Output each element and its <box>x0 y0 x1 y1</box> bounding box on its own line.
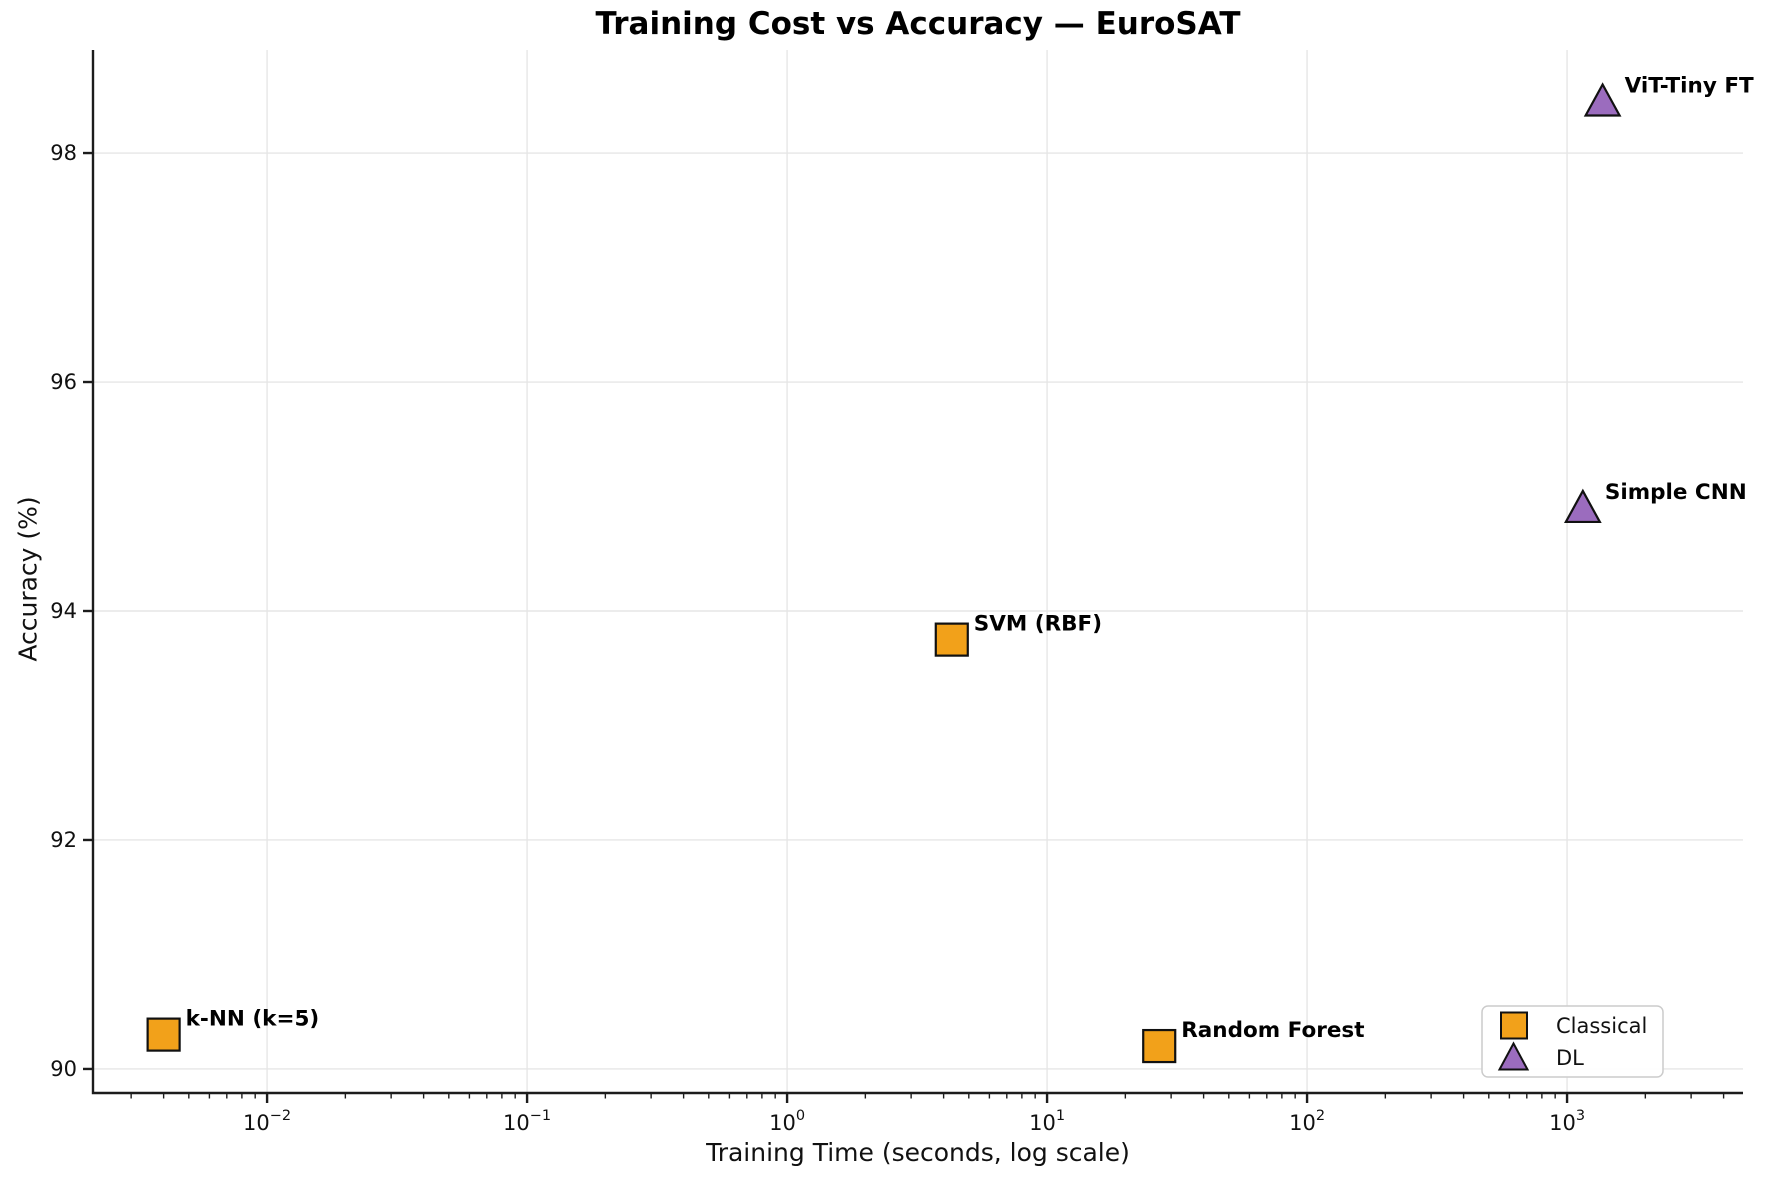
y-axis-label: Accuracy (%) <box>13 496 43 662</box>
data-point: k-NN (k=5) <box>146 1007 320 1052</box>
data-point: ViT-Tiny FT <box>1583 74 1754 117</box>
y-axis-ticks: 90 92 94 96 98 <box>50 141 93 1081</box>
legend-entry: DL <box>1497 1041 1584 1071</box>
x-tick-label: 10−1 <box>503 1108 551 1135</box>
data-point: Simple CNN <box>1563 480 1747 524</box>
x-tick-label: 101 <box>1029 1108 1065 1135</box>
data-point: SVM (RBF) <box>934 612 1102 657</box>
y-tick-label: 98 <box>50 141 77 165</box>
axis-spines <box>91 50 1743 1095</box>
x-tick-label: 100 <box>769 1108 805 1135</box>
x-tick-label: 102 <box>1289 1108 1325 1135</box>
data-point-label: Random Forest <box>1181 1018 1364 1043</box>
data-point-marker-square <box>1142 1028 1177 1064</box>
y-tick-label: 90 <box>50 1057 77 1081</box>
legend: Classical DL <box>1481 1005 1664 1078</box>
legend-entry: Classical <box>1500 1011 1647 1040</box>
x-axis-label: Training Time (seconds, log scale) <box>706 1138 1130 1167</box>
legend-marker-square <box>1500 1011 1528 1040</box>
data-point-marker-square <box>146 1017 181 1052</box>
y-tick-label: 92 <box>50 828 77 852</box>
gridlines <box>93 50 1743 1093</box>
data-point-label: ViT-Tiny FT <box>1625 74 1754 99</box>
y-tick-label: 94 <box>50 599 77 623</box>
data-point-label: Simple CNN <box>1605 480 1747 505</box>
data-point-label: SVM (RBF) <box>974 612 1102 637</box>
data-point-label: k-NN (k=5) <box>186 1007 320 1032</box>
data-point-marker-square <box>934 622 969 657</box>
x-tick-label: 103 <box>1549 1108 1585 1135</box>
x-tick-label: 10−2 <box>243 1108 291 1135</box>
data-points: k-NN (k=5) SVM (RBF) Random Forest Simple C… <box>146 74 1754 1064</box>
x-axis-ticks: 10−2 10−1 100 101 102 103 <box>130 1093 1725 1135</box>
y-tick-label: 96 <box>50 370 77 394</box>
data-point-marker-triangle <box>1563 488 1602 524</box>
legend-entry-label: Classical <box>1556 1014 1647 1038</box>
data-point: Random Forest <box>1142 1018 1364 1064</box>
legend-entry-label: DL <box>1556 1046 1584 1070</box>
chart-title: Training Cost vs Accuracy — EuroSAT <box>595 6 1241 42</box>
legend-marker-triangle <box>1497 1041 1530 1071</box>
data-point-marker-triangle <box>1583 82 1622 117</box>
